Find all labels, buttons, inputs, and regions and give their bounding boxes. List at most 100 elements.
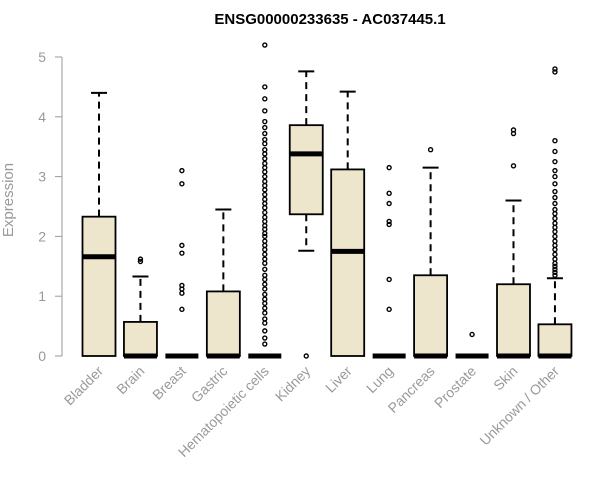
outlier-point (262, 233, 268, 240)
outlier-point (552, 266, 558, 272)
box-pancreas (413, 146, 449, 359)
outlier-point (262, 266, 268, 272)
outlier-point (262, 173, 268, 180)
outlier-point (262, 196, 268, 203)
outlier-point (552, 238, 558, 244)
outlier-point (262, 84, 268, 90)
outlier-point (262, 310, 268, 316)
x-tick-label: Liver (322, 363, 355, 396)
outlier-point (552, 200, 558, 207)
x-tick-label: Bladder (61, 363, 107, 409)
box-gastric (205, 208, 241, 359)
outlier-point (552, 263, 558, 269)
x-tick-label: Breast (149, 363, 189, 403)
outlier-point (137, 258, 144, 265)
outlier-point (262, 300, 268, 307)
outlier-point (552, 220, 558, 226)
outlier-point (386, 221, 392, 228)
iqr-box (496, 283, 531, 357)
boxes (81, 42, 573, 359)
outlier-point (262, 151, 268, 157)
outlier-point (262, 256, 268, 262)
outlier-point (552, 251, 558, 258)
outlier-point (262, 178, 268, 185)
outlier-point (386, 276, 392, 283)
iqr-box (205, 290, 241, 357)
outlier-point (262, 160, 268, 167)
outlier-point (386, 164, 392, 171)
outlier-point (552, 158, 558, 165)
y-tick-label: 0 (38, 348, 46, 364)
outlier-point (262, 316, 268, 322)
outlier-point (262, 296, 268, 302)
outlier-point (262, 130, 268, 137)
x-tick-label: Prostate (431, 363, 479, 411)
x-tick-label: Unknown / Other (476, 363, 562, 449)
outlier-point (262, 141, 268, 147)
iqr-box (330, 168, 366, 357)
outlier-point (179, 250, 185, 256)
box-kidney (288, 70, 324, 359)
outlier-point (552, 188, 558, 195)
outlier-point (179, 306, 185, 313)
outlier-point (262, 155, 268, 162)
outlier-point (386, 200, 392, 207)
outlier-point (262, 218, 268, 225)
y-axis-label: Expression (0, 163, 17, 237)
outlier-point (262, 242, 268, 249)
outlier-point (262, 96, 268, 102)
outlier-point (552, 246, 558, 253)
outlier-point (552, 233, 558, 240)
y-tick-label: 2 (38, 228, 46, 244)
outlier-point (552, 215, 558, 222)
x-tick-label: Lung (363, 363, 396, 396)
box-breast (165, 167, 199, 359)
outlier-point (262, 286, 268, 292)
outlier-point (552, 260, 558, 267)
outlier-point (262, 169, 268, 175)
box-unknown-other (537, 66, 573, 359)
outlier-point (469, 331, 475, 338)
outlier-point (262, 136, 268, 143)
outlier-point (427, 146, 434, 153)
box-hematopoietic-cells (248, 42, 282, 359)
outlier-point (552, 167, 558, 174)
outlier-point (262, 246, 268, 253)
outlier-point (552, 272, 558, 278)
outlier-point (262, 305, 268, 311)
outlier-point (303, 353, 309, 359)
y-tick-label: 3 (38, 169, 46, 185)
outlier-point (179, 167, 185, 174)
y-tick-label: 4 (38, 109, 46, 125)
outlier-point (262, 291, 268, 298)
box-liver (330, 90, 366, 357)
box-lung (372, 164, 406, 359)
y-tick-label: 1 (38, 288, 46, 304)
outlier-point (262, 214, 268, 220)
outlier-point (552, 69, 558, 75)
outlier-point (137, 256, 144, 262)
outlier-point (262, 182, 268, 189)
outlier-point (179, 242, 185, 249)
outlier-point (262, 272, 268, 278)
outlier-point (552, 269, 558, 275)
box-bladder (81, 91, 117, 357)
outlier-point (552, 138, 558, 144)
outlier-point (262, 260, 268, 267)
y-tick-label: 5 (38, 49, 46, 65)
outlier-point (262, 230, 268, 237)
outlier-point (552, 173, 558, 180)
iqr-box (81, 215, 117, 357)
outlier-point (510, 163, 517, 169)
outlier-point (262, 164, 268, 171)
outlier-point (552, 228, 558, 235)
chart-title: ENSG00000233635 - AC037445.1 (214, 11, 445, 28)
y-axis: 0 1 2 3 4 5 (38, 49, 63, 364)
outlier-point (262, 204, 268, 211)
outlier-point (262, 108, 268, 114)
iqr-box (123, 321, 158, 357)
outlier-point (262, 146, 268, 153)
outlier-point (552, 210, 558, 217)
